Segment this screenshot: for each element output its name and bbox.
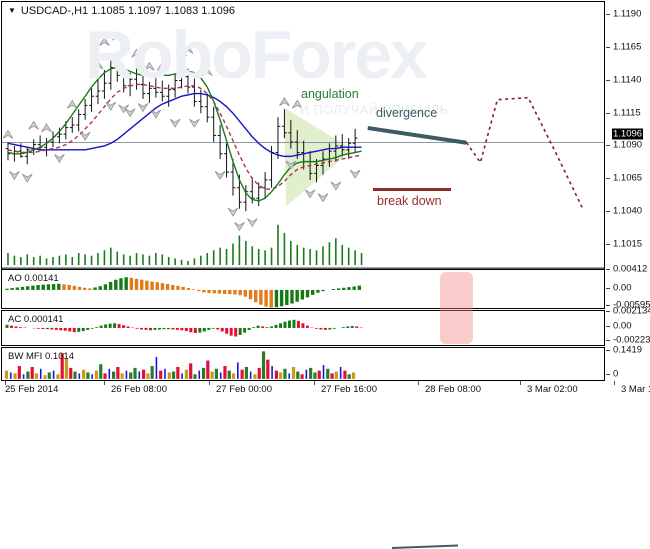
mfi-label: BW MFI 0.1014	[8, 351, 74, 362]
axis-tick	[606, 305, 610, 306]
ac-label: AC 0.000141	[8, 314, 64, 325]
price-plot	[2, 2, 604, 269]
axis-tick	[606, 311, 610, 312]
roboforex-watermark: RoboForex	[85, 17, 428, 93]
axis-tick	[606, 243, 610, 245]
axis-tick	[606, 350, 610, 351]
ao-pane[interactable]: AO 0.00141	[1, 269, 605, 549]
axis-tick	[614, 381, 615, 385]
time-tick-label: 27 Feb 00:00	[216, 384, 272, 395]
ac-plot	[2, 311, 604, 345]
price-tick-label: 1.1015	[613, 238, 643, 250]
mfi-tick-label: 0	[613, 368, 619, 380]
price-tick-label: 1.1165	[613, 41, 642, 53]
alligator-lines	[7, 66, 362, 202]
axis-tick	[520, 381, 521, 385]
time-tick-label: 28 Feb 08:00	[425, 384, 481, 395]
mfi-svg	[4, 351, 356, 379]
axis-tick	[606, 46, 610, 48]
annotation-angulation: angulation	[301, 87, 359, 101]
mfi-pane[interactable]: BW MFI 0.1014	[1, 347, 605, 381]
symbol-ohlc-label: USDCAD-,H1 1.1085 1.1097 1.1083 1.1096	[20, 5, 235, 17]
axis-tick	[5, 381, 6, 385]
ao-svg	[5, 277, 362, 308]
volume-histogram	[7, 224, 363, 266]
highlight-region	[440, 272, 473, 344]
time-tick-label: 3 Mar 18:00	[621, 384, 650, 395]
mfi-plot	[2, 348, 604, 380]
forecast-zigzag	[465, 96, 583, 208]
price-tick-label: 1.1065	[613, 172, 643, 184]
chart-title[interactable]: ▼ USDCAD-,H1 1.1085 1.1097 1.1083 1.1096	[8, 5, 235, 17]
ao-tick-label: 0.00412	[613, 263, 648, 275]
ac-tick-label: -0.00223	[613, 334, 650, 346]
ao-label: AO 0.00141	[8, 273, 59, 284]
axis-tick	[209, 381, 210, 385]
axis-tick	[418, 381, 419, 385]
axis-tick	[314, 381, 315, 385]
time-axis[interactable]: 25 Feb 2014 26 Feb 08:00 27 Feb 00:00 27 Fe…	[1, 381, 650, 399]
axis-tick	[606, 288, 610, 289]
time-tick-label: 27 Feb 16:00	[321, 384, 377, 395]
triangle-down-icon[interactable]: ▼	[8, 6, 16, 15]
price-axis[interactable]: 1.1190 1.1165 1.1140 1.1115 1.1090 1.1065 1.10…	[606, 1, 650, 381]
axis-tick	[606, 211, 610, 212]
axis-tick	[606, 178, 610, 180]
axis-tick	[606, 340, 610, 341]
current-price-tag: 1.1096	[612, 128, 644, 140]
price-tick-label: 1.1040	[613, 205, 643, 217]
ao-trendline[interactable]	[392, 544, 459, 549]
axis-tick	[606, 326, 610, 327]
ac-tick-label: 0.00	[613, 320, 632, 332]
annotation-break-down: break down	[377, 194, 442, 208]
price-svg	[2, 31, 604, 269]
angulation-shape	[284, 107, 353, 207]
time-tick-label: 26 Feb 08:00	[111, 384, 167, 395]
roboforex-slogan-watermark: И ПОЛУЧАЙ ПРИБЫЛЬ	[300, 103, 449, 117]
ao-tick-label: -0.00595	[613, 299, 650, 311]
price-tick-label: 1.1190	[613, 8, 642, 20]
axis-tick	[606, 79, 610, 81]
axis-tick	[606, 269, 610, 270]
ao-histogram	[5, 277, 362, 308]
price-pane[interactable]: angulation divergence break down	[1, 1, 605, 269]
annotation-divergence: divergence	[376, 106, 438, 120]
axis-tick	[606, 374, 610, 375]
axis-tick	[606, 112, 610, 114]
time-tick-label: 25 Feb 2014	[5, 384, 59, 395]
ao-plot	[2, 270, 604, 308]
time-tick-label: 3 Mar 02:00	[527, 384, 578, 395]
price-tick-label: 1.1140	[613, 74, 642, 86]
ac-histogram	[5, 319, 363, 337]
price-tick-label: 1.1115	[613, 107, 641, 119]
fractal-markers	[2, 31, 361, 232]
axis-tick	[606, 145, 610, 147]
mfi-histogram	[4, 351, 356, 379]
ac-tick-label: 0.002134	[613, 305, 650, 317]
ac-svg	[5, 319, 363, 337]
axis-tick	[104, 381, 105, 385]
break-down-level-line[interactable]	[373, 188, 451, 191]
mfi-tick-label: 0.1419	[613, 344, 643, 356]
ac-pane[interactable]: AC 0.000141	[1, 310, 605, 346]
ao-tick-label: 0.00	[613, 282, 632, 294]
price-tick-label: 1.1090	[613, 139, 643, 151]
axis-tick	[606, 14, 610, 16]
